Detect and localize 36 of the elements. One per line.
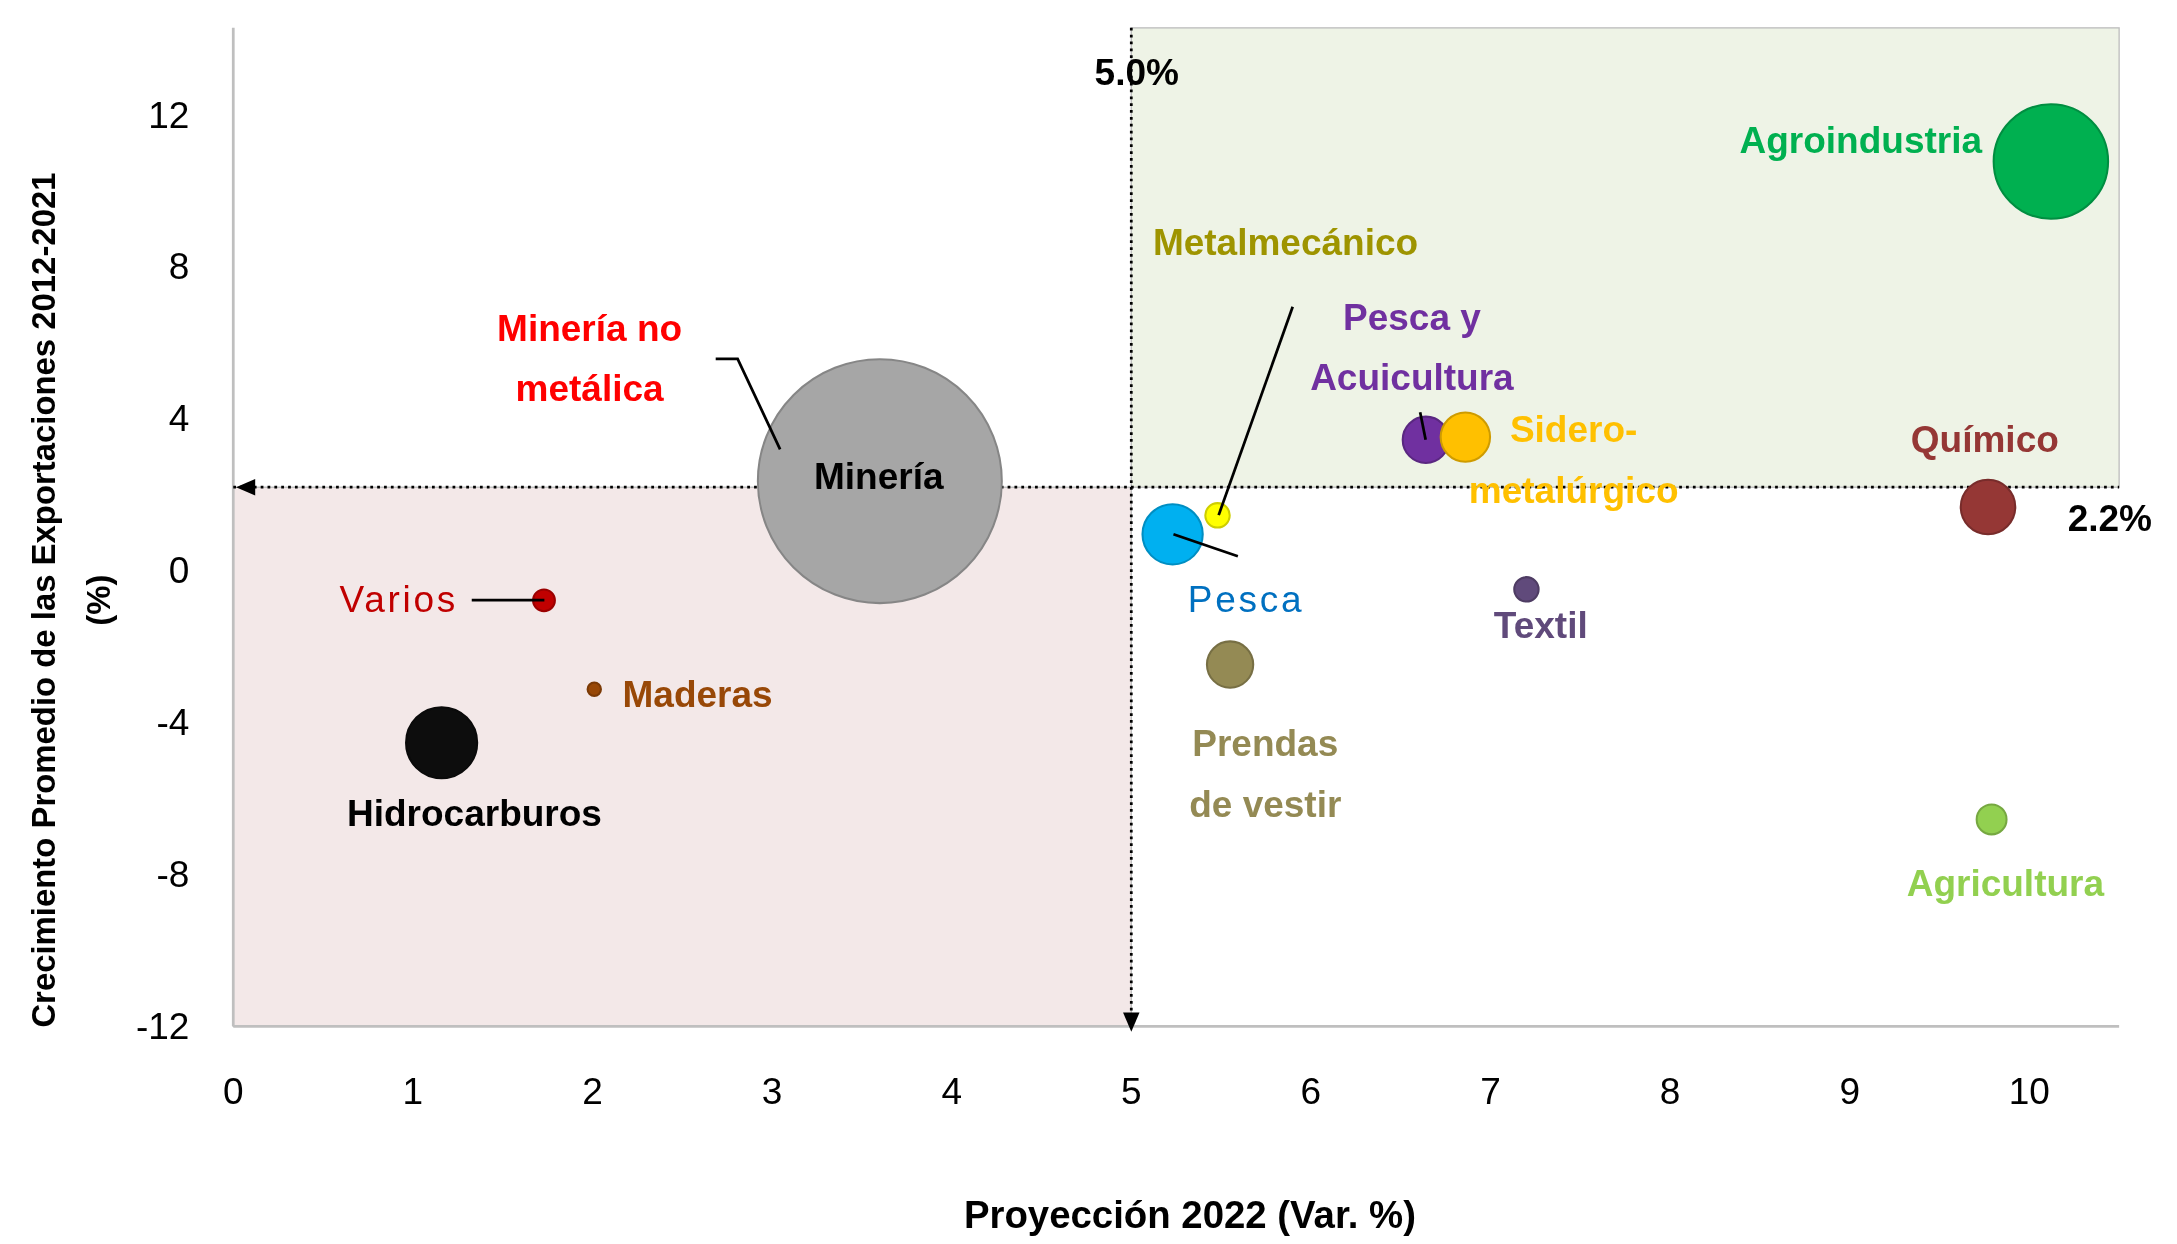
y-tick-label: 4: [168, 398, 190, 440]
x-tick-label: 6: [1300, 1071, 1322, 1113]
x-tick-label: 9: [1839, 1071, 1861, 1113]
legend-label: Minería no metálica: [497, 308, 683, 410]
x-tick-label: 3: [761, 1071, 783, 1113]
text: Varios: [339, 579, 459, 621]
ref-line-label: 2.2%: [2067, 498, 2153, 540]
y-tick-label: -12: [135, 1005, 190, 1047]
x-tick-label: 10: [2008, 1071, 2050, 1113]
series-label: Agroindustria: [1739, 120, 1983, 162]
y-tick-label: 0: [168, 550, 190, 592]
series-label: Pesca y Acuicultura: [1310, 297, 1515, 399]
x-tick-label: 8: [1659, 1071, 1681, 1113]
x-tick-label: 5: [1121, 1071, 1142, 1113]
series-label: Minería: [814, 456, 944, 498]
y-axis-title: Crecimiento Promedio de las Exportaciones 2012-2021 (%): [25, 172, 117, 1028]
series-label: Agricultura: [1906, 863, 2105, 905]
series-label: Maderas: [622, 673, 773, 715]
series-label: Textil: [1493, 605, 1588, 647]
x-tick-label: 4: [941, 1071, 962, 1113]
series-label: Sidero-metalúrgico: [1468, 409, 1679, 511]
x-tick-label: 1: [402, 1071, 424, 1113]
x-tick-label: 7: [1480, 1071, 1501, 1113]
y-tick-label: -4: [156, 701, 190, 743]
y-tick-label: -8: [156, 853, 190, 895]
x-tick-label: 2: [582, 1071, 603, 1113]
series-label: Pesca: [1187, 579, 1305, 621]
y-tick-label: 12: [148, 94, 190, 136]
series-label: Hidrocarburos: [347, 793, 602, 835]
y-tick-label: 8: [168, 246, 190, 288]
series-label: Químico: [1910, 419, 2059, 461]
text: Metalmecánico: [1152, 221, 1419, 263]
x-axis-title: Proyección 2022 (Var. %): [963, 1192, 1416, 1236]
ref-line-label: 5.0%: [1094, 51, 1179, 93]
x-tick-label: 0: [222, 1071, 244, 1113]
series-label: Prendas de vestir: [1189, 723, 1342, 825]
